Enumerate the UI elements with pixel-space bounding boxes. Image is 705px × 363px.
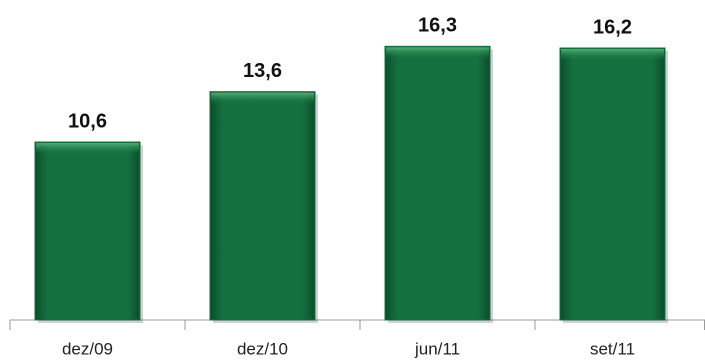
x-tick-label: dez/09	[62, 339, 113, 358]
bar-highlight	[211, 92, 314, 105]
bar	[559, 47, 666, 321]
bar	[209, 91, 316, 321]
bar-highlight	[561, 49, 664, 62]
bar-highlight	[36, 143, 139, 156]
bar	[384, 45, 491, 321]
bar	[34, 141, 141, 321]
x-tick-label: set/11	[590, 339, 635, 358]
x-tick-label: dez/10	[237, 339, 288, 358]
value-label: 13,6	[243, 60, 282, 82]
x-tick-label: jun/11	[414, 339, 460, 358]
value-label: 16,2	[593, 16, 632, 38]
bar-highlight	[386, 47, 489, 60]
value-label: 10,6	[68, 110, 107, 132]
value-label: 16,3	[418, 15, 457, 37]
